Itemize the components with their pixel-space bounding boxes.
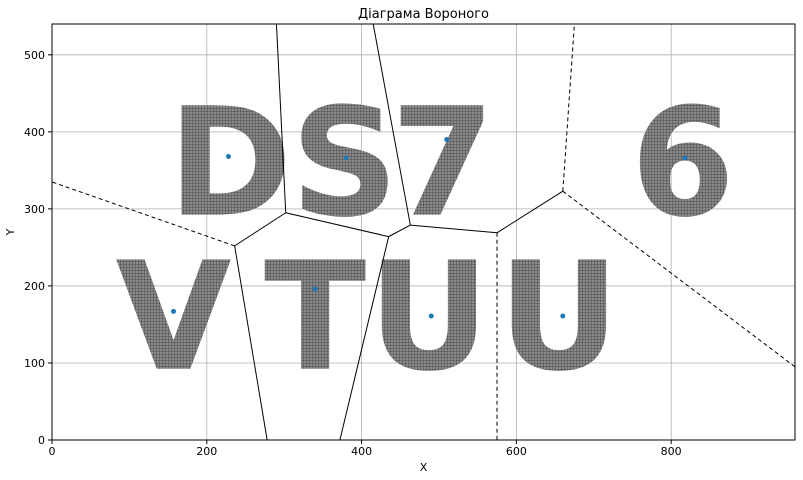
- voronoi-edge: [51, 181, 235, 247]
- glyph-letter: D: [168, 77, 293, 251]
- data-point: [343, 155, 349, 161]
- y-tick-label: 100: [24, 357, 45, 370]
- glyph-letter: 6: [631, 77, 735, 251]
- scatter-points: [171, 137, 688, 319]
- x-tick-label: 200: [196, 445, 217, 458]
- x-tick-label: 800: [661, 445, 682, 458]
- voronoi-edge: [562, 23, 575, 192]
- y-tick-label: 400: [24, 126, 45, 139]
- data-point: [682, 155, 688, 161]
- glyph-letter: T: [264, 231, 366, 405]
- tick-layer: 0 200 400 600 800 0 100 200 300 400 500: [24, 49, 682, 458]
- glyph-letter: V: [115, 231, 231, 405]
- plot-frame: [51, 23, 796, 441]
- voronoi-edge: [388, 224, 411, 238]
- glyph-letter: U: [498, 231, 620, 405]
- x-tick-label: 600: [506, 445, 527, 458]
- data-point: [444, 137, 450, 143]
- voronoi-edge: [234, 245, 268, 441]
- data-point: [428, 313, 434, 319]
- y-tick-label: 200: [24, 280, 45, 293]
- voronoi-edge: [339, 236, 390, 441]
- data-point: [225, 154, 231, 160]
- y-tick-label: 500: [24, 49, 45, 62]
- x-axis-label: X: [420, 461, 428, 474]
- y-tick-label: 0: [38, 434, 45, 447]
- glyph-letter: U: [368, 231, 490, 405]
- chart-title: Діаграма Вороного: [358, 7, 489, 22]
- x-tick-label: 400: [351, 445, 372, 458]
- y-tick-label: 300: [24, 203, 45, 216]
- glyph-letter: 7: [391, 77, 495, 251]
- data-point: [560, 313, 566, 319]
- voronoi-edge: [285, 212, 389, 238]
- data-point: [171, 308, 177, 314]
- data-point: [312, 286, 318, 292]
- voronoi-edge: [496, 190, 564, 234]
- voronoi-edge: [234, 212, 287, 247]
- y-axis-label: Y: [4, 228, 17, 236]
- voronoi-edges: [51, 23, 796, 441]
- voronoi-edge: [372, 23, 411, 226]
- x-tick-label: 0: [49, 445, 56, 458]
- glyph-letter: S: [291, 77, 399, 251]
- voronoi-edge: [410, 224, 498, 234]
- voronoi-edge: [275, 23, 287, 213]
- glyph-layer: DS7 6 V T U U: [115, 77, 734, 405]
